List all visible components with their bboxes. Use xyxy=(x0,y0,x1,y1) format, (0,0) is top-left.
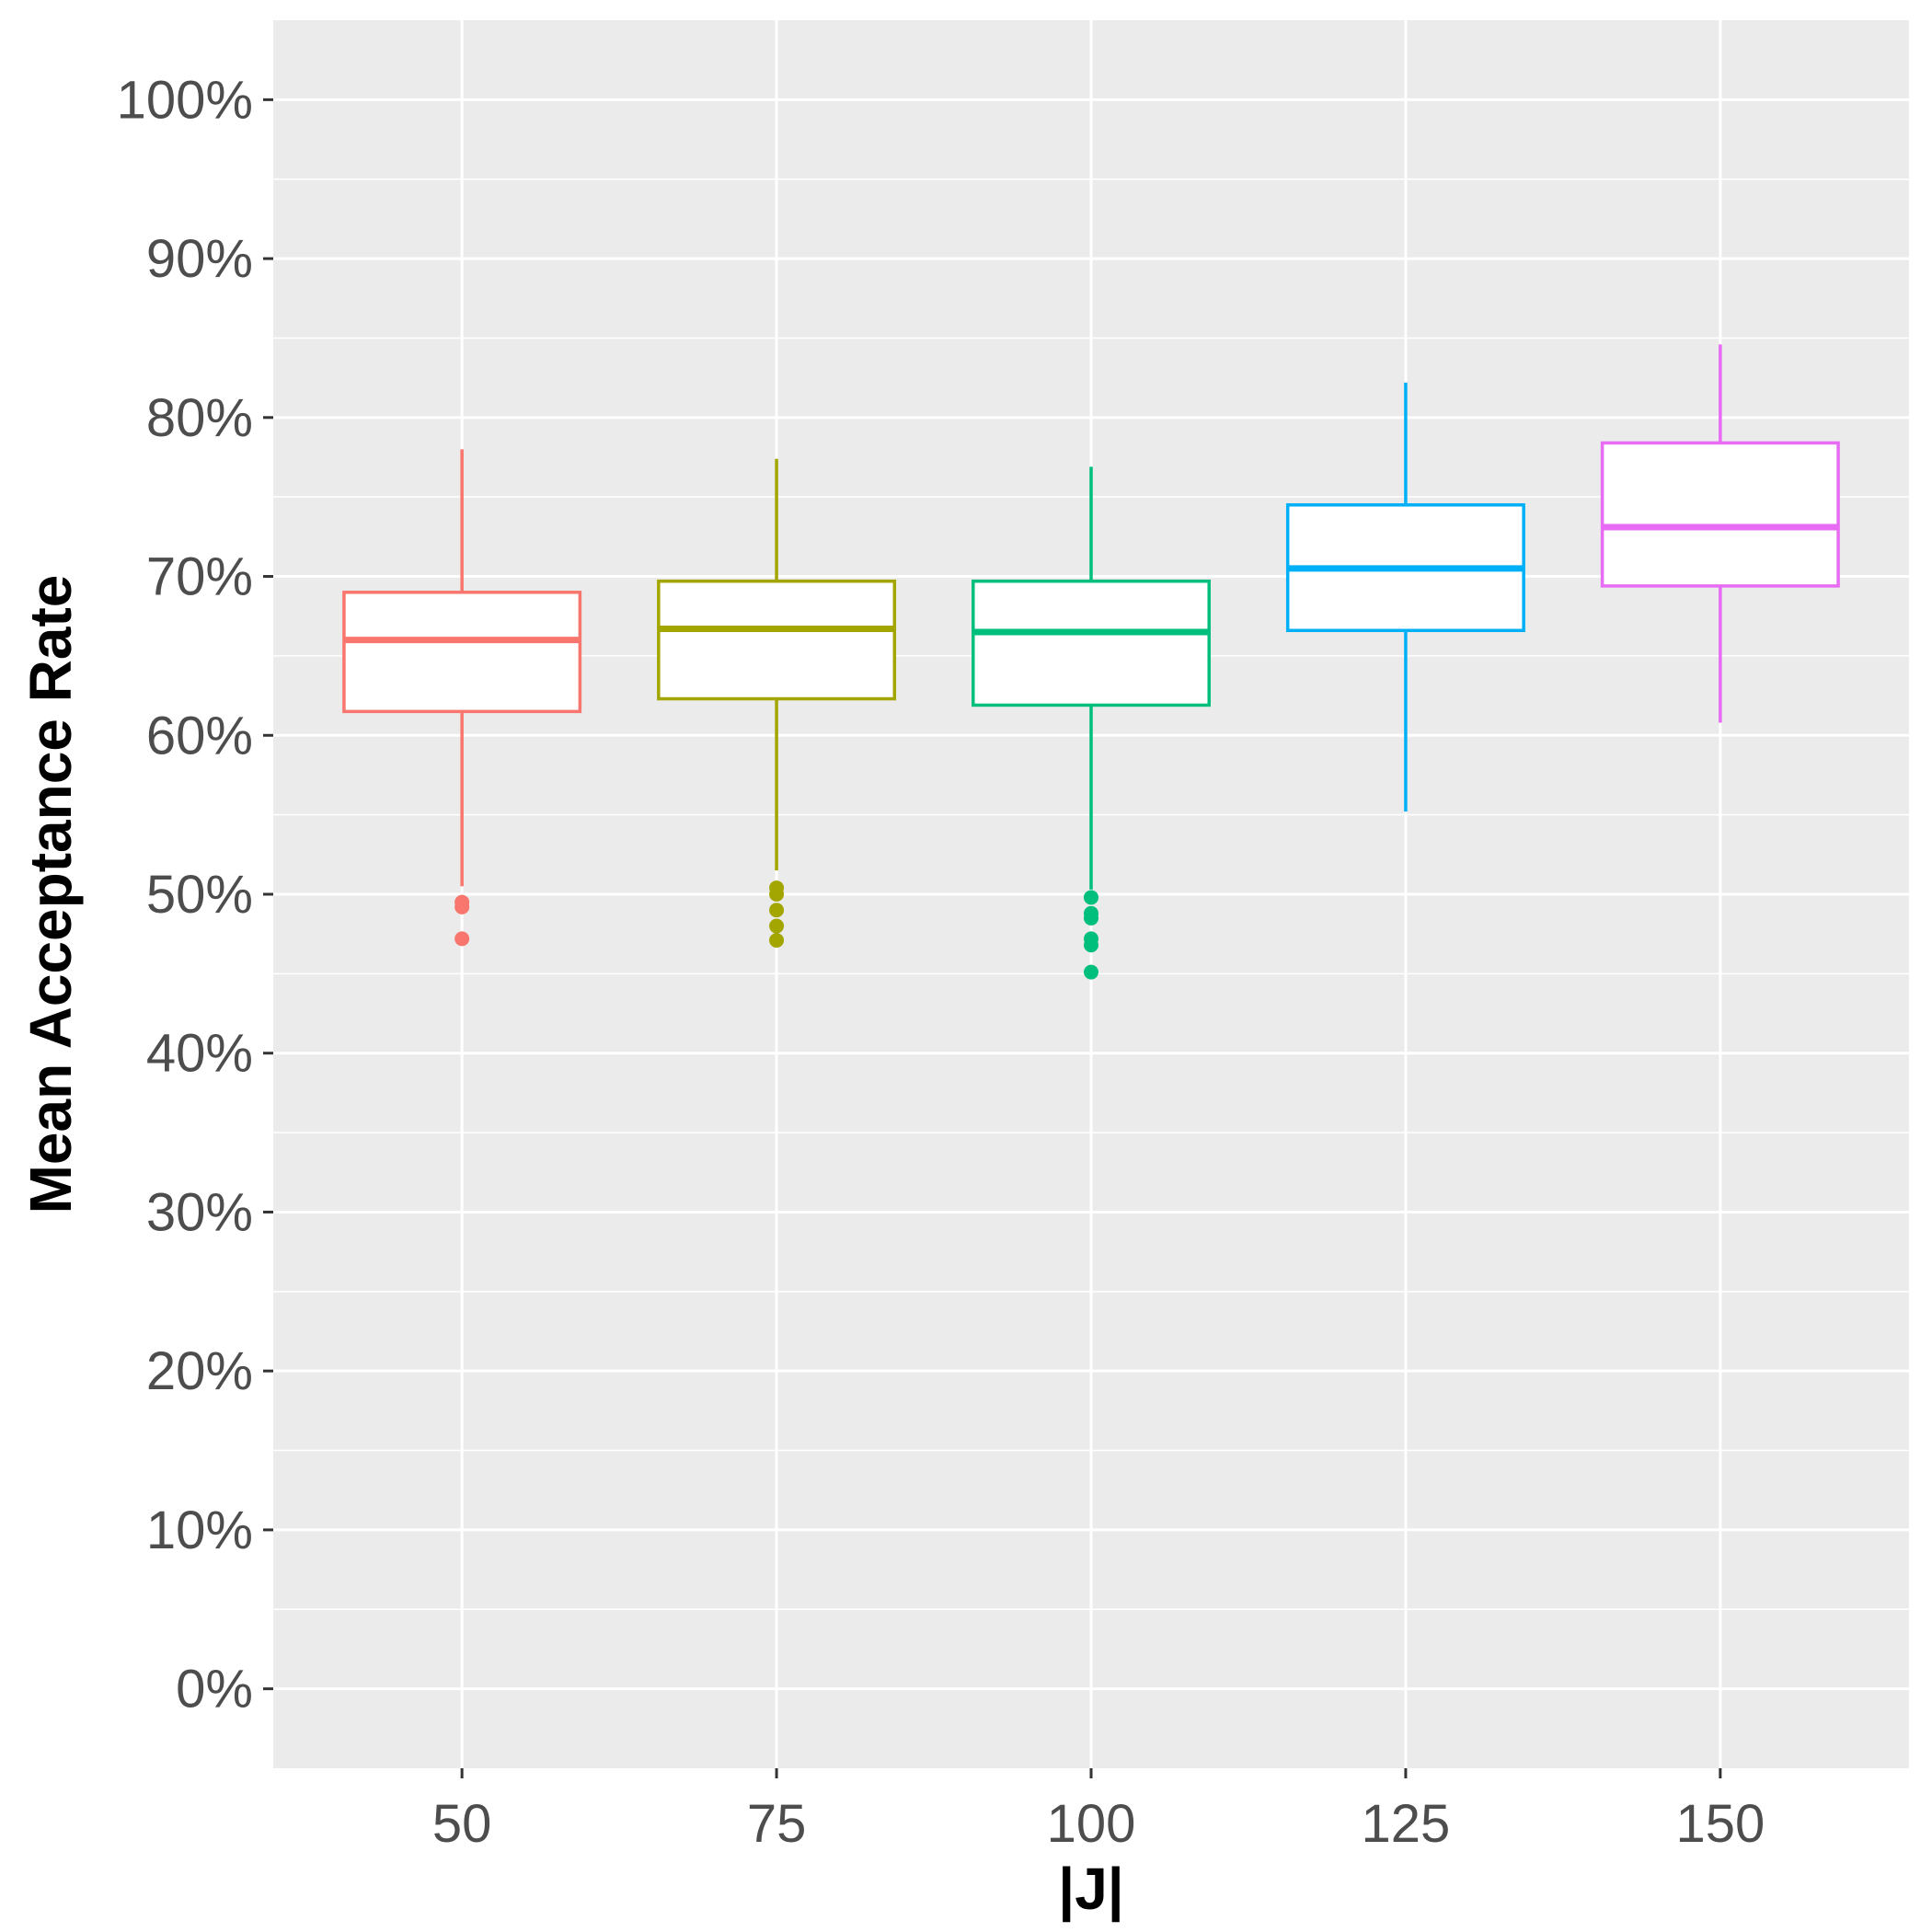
box-50 xyxy=(342,449,582,947)
y-axis-title: Mean Acceptance Rate xyxy=(17,575,84,1214)
x-tick-label: 125 xyxy=(1362,1794,1451,1854)
x-axis: 50 75 100 125 150 xyxy=(432,1768,1765,1854)
outlier-point xyxy=(454,931,470,947)
outlier-point xyxy=(769,933,785,949)
outlier-point xyxy=(1084,910,1098,926)
y-tick-label: 30% xyxy=(146,1182,253,1242)
outlier-point xyxy=(454,899,470,914)
outlier-point xyxy=(1084,937,1098,953)
box-iqr xyxy=(657,579,897,701)
x-tick-label: 75 xyxy=(747,1794,807,1854)
outlier-point xyxy=(1084,964,1098,980)
y-tick-label: 50% xyxy=(146,865,253,925)
y-tick-label: 20% xyxy=(146,1341,253,1401)
box-150 xyxy=(1600,344,1840,723)
y-tick-label: 100% xyxy=(117,70,253,130)
box-75 xyxy=(657,458,897,949)
major-gridlines xyxy=(273,20,1909,1768)
y-tick-label: 80% xyxy=(146,388,253,448)
x-tick-label: 100 xyxy=(1047,1794,1136,1854)
box-iqr xyxy=(342,591,582,714)
y-tick-label: 90% xyxy=(146,229,253,289)
box-125 xyxy=(1285,382,1525,812)
y-axis: 0% 10% 20% 30% 40% 50% 60% 70% 80% 90% 100% xyxy=(117,70,273,1719)
y-tick-label: 10% xyxy=(146,1501,253,1560)
outlier-point xyxy=(1084,890,1098,905)
box-100 xyxy=(972,466,1211,980)
y-tick-label: 60% xyxy=(146,706,253,765)
outlier-point xyxy=(769,918,785,934)
y-tick-label: 0% xyxy=(176,1660,253,1719)
box-iqr xyxy=(1600,441,1840,588)
outlier-point xyxy=(769,887,785,902)
box-iqr xyxy=(972,579,1211,707)
x-axis-title: |J| xyxy=(1058,1856,1123,1923)
y-tick-label: 40% xyxy=(146,1024,253,1084)
y-tick-label: 70% xyxy=(146,547,253,607)
x-tick-label: 150 xyxy=(1675,1794,1765,1854)
outlier-point xyxy=(769,903,785,918)
boxes-layer xyxy=(342,344,1840,980)
x-tick-label: 50 xyxy=(432,1794,492,1854)
